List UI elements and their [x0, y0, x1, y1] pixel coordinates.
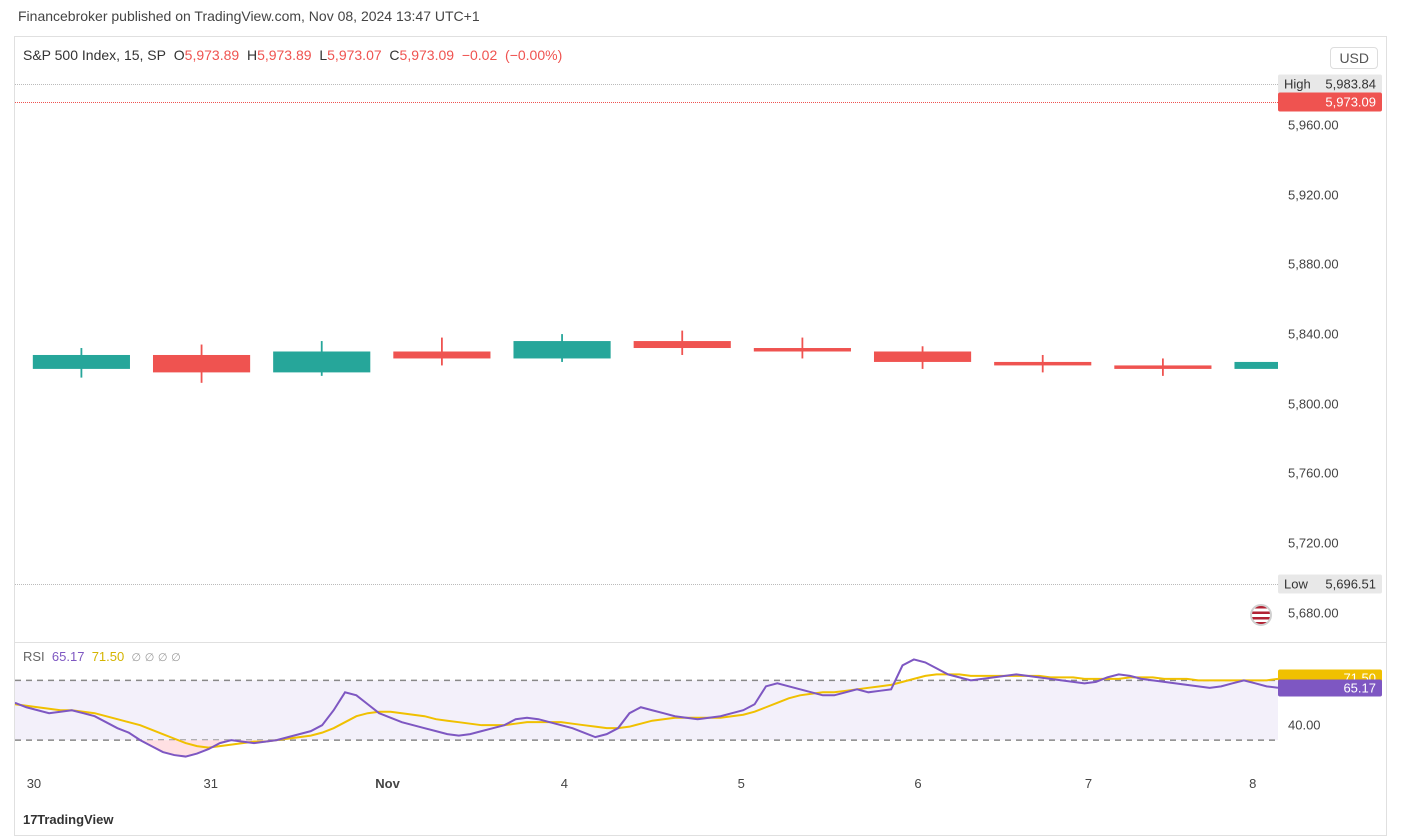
time-label: 4	[561, 776, 568, 791]
rsi-value-tag: 65.17	[1278, 679, 1382, 696]
price-tick: 5,880.00	[1288, 257, 1339, 272]
price-tick: 5,720.00	[1288, 535, 1339, 550]
high-line	[15, 84, 1278, 85]
rsi-pane[interactable]: RSI 65.17 71.50 ∅ ∅ ∅ ∅	[15, 642, 1278, 770]
price-tick: 5,920.00	[1288, 187, 1339, 202]
price-axis[interactable]: 5,680.00 5,720.00 5,760.00 5,800.00 5,840.00…	[1278, 73, 1386, 630]
price-tick: 5,680.00	[1288, 605, 1339, 620]
last-price-tag: 5,973.09	[1278, 93, 1382, 112]
rsi-tick: 40.00	[1288, 718, 1321, 733]
publish-header: Financebroker published on TradingView.c…	[0, 0, 1401, 32]
symbol-info-bar: S&P 500 Index, 15, SP O5,973.89 H5,973.8…	[23, 47, 562, 63]
price-tick: 5,840.00	[1288, 327, 1339, 342]
price-tick: 5,800.00	[1288, 396, 1339, 411]
currency-label[interactable]: USD	[1330, 47, 1378, 69]
price-tick: 5,960.00	[1288, 118, 1339, 133]
high-price-tag: High5,983.84	[1278, 74, 1382, 93]
time-label: 31	[204, 776, 218, 791]
price-tick: 5,760.00	[1288, 466, 1339, 481]
time-label: 5	[738, 776, 745, 791]
tradingview-logo: 17 TradingView	[23, 812, 113, 827]
chart-container[interactable]: S&P 500 Index, 15, SP O5,973.89 H5,973.8…	[14, 36, 1387, 836]
price-pane[interactable]	[15, 73, 1278, 630]
time-label: 30	[27, 776, 41, 791]
time-axis[interactable]: 30 31 Nov 4 5 6 7 8	[15, 770, 1278, 800]
time-label: 7	[1085, 776, 1092, 791]
last-line	[15, 102, 1278, 103]
rsi-axis[interactable]: 71.5065.1740.00	[1278, 642, 1386, 770]
low-line	[15, 584, 1278, 585]
time-label: 8	[1249, 776, 1256, 791]
us-flag-icon	[1250, 604, 1272, 626]
time-label: 6	[914, 776, 921, 791]
low-price-tag: Low5,696.51	[1278, 574, 1382, 593]
time-label: Nov	[375, 776, 400, 791]
